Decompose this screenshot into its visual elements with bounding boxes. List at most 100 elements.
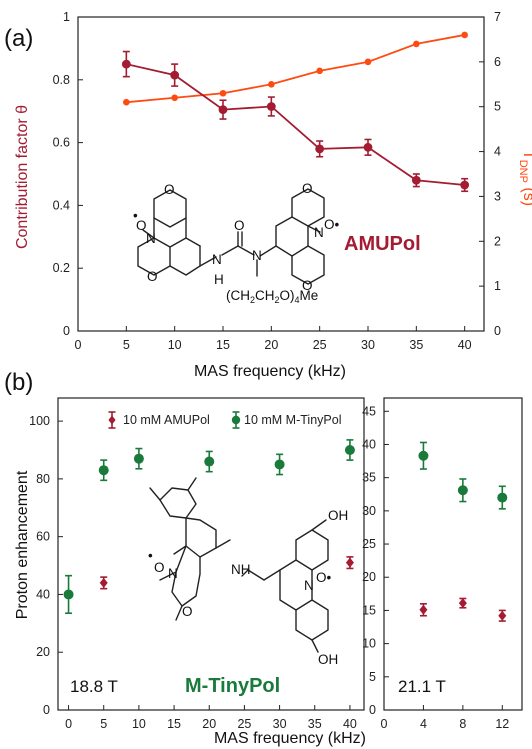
- amupol-211-point-1: [458, 598, 467, 609]
- panel-a-left-y-tick-label-0: 0: [63, 324, 70, 338]
- amupol-211-point-0: [419, 604, 428, 615]
- amupol-atom-o5: O: [302, 181, 313, 196]
- panel-b-left-y-tick-label-0: 0: [43, 703, 50, 717]
- tdnp-point-0: [123, 98, 130, 106]
- panel-a-series: [121, 31, 470, 193]
- panel-b-right-frame: [383, 397, 523, 711]
- panel-b-left-x-tick-label-1: 5: [100, 717, 107, 731]
- legend-mtinypol-marker: [231, 411, 241, 429]
- mtinypol-atom-labels: O • O N NH OH N O• OH: [148, 508, 348, 667]
- tdnp-point-5: [364, 58, 372, 66]
- panel-b-left-frame: [57, 397, 365, 711]
- panel-a-x-tick-label-7: 35: [409, 338, 423, 352]
- tdnp-point-7: [461, 31, 468, 39]
- panel-b-right-x-tick-label-1: 4: [420, 717, 427, 731]
- panel-b-left-x-tick-label-5: 25: [237, 717, 251, 731]
- legend-mtinypol-label: 10 mM M-TinyPol: [244, 413, 341, 427]
- panel-a-x-tick-label-6: 30: [361, 338, 375, 352]
- tdnp-point-4: [316, 67, 323, 75]
- panel-b-left-y-tick-label-4: 80: [36, 472, 50, 486]
- panel-a-left-y-ticks: 0 0.2 0.4 0.6 0.8 1: [53, 10, 83, 338]
- panel-b-right-series: [418, 441, 508, 622]
- panel-b-left-y-tick-label-5: 100: [29, 414, 50, 428]
- tdnp-point-6: [413, 40, 420, 48]
- mtinypol-atom-o1: O: [182, 604, 193, 619]
- mtinypol-point-2: [133, 453, 144, 464]
- contribution-point-5: [363, 142, 373, 152]
- legend-mtinypol-circle: [231, 415, 241, 425]
- amupol-atom-o1: O: [164, 182, 175, 197]
- tdnp-main: T: [520, 150, 532, 160]
- tdnp-point-1: [171, 94, 178, 102]
- amupol-atom-o4: O•: [324, 217, 340, 232]
- amupol-atom-h: H: [214, 272, 224, 287]
- panel-a-x-axis-label: MAS frequency (kHz): [194, 363, 346, 380]
- mtinypol-atom-nh: NH: [231, 562, 251, 577]
- mtinypol-atom-radical: •: [148, 548, 153, 563]
- panel-b-right-y-tick-label-3: 15: [362, 603, 376, 617]
- panel-b-left-x-tick-label-4: 20: [202, 717, 216, 731]
- panel-b-left-x-tick-label-6: 30: [273, 717, 287, 731]
- panel-a-x-tick-label-2: 10: [168, 338, 182, 352]
- panel-b-right-y-tick-label-4: 20: [362, 570, 376, 584]
- panel-a-right-y-tick-label-2: 2: [494, 234, 501, 248]
- panel-a-right-y-tick-label-4: 4: [494, 145, 501, 159]
- panel-a-left-y-tick-label-1: 0.2: [53, 261, 70, 275]
- amupol-atom-o2: O: [147, 269, 158, 284]
- amupol-structure-drawing: [137, 188, 325, 285]
- field-label-18-8: 18.8 T: [70, 677, 118, 696]
- contribution-point-0: [121, 59, 131, 69]
- mtinypol-atom-oh1: OH: [328, 508, 348, 523]
- legend-amupol-marker: [108, 411, 116, 429]
- legend-amupol-diamond: [108, 415, 116, 425]
- tdnp-subscript: DNP: [517, 160, 529, 183]
- mtinypol-atom-n2: N: [304, 578, 314, 593]
- amupol-atom-n4: N: [252, 248, 262, 263]
- amupol-atom-o7: O: [302, 278, 313, 293]
- panel-b-right-y-tick-label-5: 25: [362, 537, 376, 551]
- mtinypol-structure-drawing: [149, 477, 329, 653]
- panel-b-label: (b): [4, 369, 33, 396]
- panel-a-left-y-tick-label-4: 0.8: [53, 73, 70, 87]
- panel-a-left-axis-label: Contribution factor θ: [14, 105, 31, 249]
- panel-b-left-x-tick-label-8: 40: [343, 717, 357, 731]
- mtinypol-atom-o2: O: [154, 560, 165, 575]
- amupol-atom-n3: N: [212, 252, 222, 267]
- mtinypol-atom-oh2: OH: [318, 652, 338, 667]
- mtinypol-point-0: [63, 589, 74, 600]
- panel-a-x-ticks: 0 5 10 15 20 25 30 35 40: [75, 326, 472, 352]
- panel-b-right-x-tick-label-2: 8: [459, 717, 466, 731]
- tdnp-unit: (s): [520, 183, 532, 206]
- amupol-atom-radical: •: [133, 208, 138, 223]
- mtinypol-point-3: [204, 456, 215, 467]
- panel-b-right-x-ticks: 0 4 8 12: [381, 705, 509, 731]
- amupol-peg-label: (CH2CH2O)4Me: [226, 288, 318, 305]
- panel-b-right-y-ticks: 0 5 10 15 20 25 30 35 40 45: [362, 404, 389, 717]
- mtinypol-atom-o3: O•: [316, 570, 332, 585]
- panel-b-right-y-tick-label-8: 40: [362, 437, 376, 451]
- amupol-point-0: [99, 577, 108, 588]
- legend-amupol-label: 10 mM AMUPol: [123, 413, 210, 427]
- panel-b-right: 0 4 8 12 0 5 10 15 20 25 30 35 40 45 21.1 T: [362, 397, 523, 731]
- panel-b-y-axis-label: Proton enhancement: [14, 470, 31, 619]
- mtinypol-atom-n1: N: [168, 566, 178, 581]
- tdnp-point-3: [268, 80, 275, 88]
- panel-b-left-x-tick-label-0: 0: [65, 717, 72, 731]
- amupol-point-1: [345, 557, 354, 568]
- mtinypol-211-point-0: [418, 450, 429, 461]
- contribution-point-1: [170, 70, 180, 80]
- amupol-atom-o6: O: [234, 218, 245, 233]
- panel-b-right-y-tick-label-6: 30: [362, 504, 376, 518]
- panel-a-x-tick-label-4: 20: [264, 338, 278, 352]
- contribution-point-4: [315, 144, 325, 154]
- panel-b-left-y-tick-label-1: 20: [36, 645, 50, 659]
- panel-b-left-series: [63, 439, 355, 615]
- panel-b-left-y-tick-label-2: 40: [36, 587, 50, 601]
- contribution-point-6: [411, 175, 421, 185]
- panel-b-left-x-ticks: 0 5 10 15 20 25 30 35 40: [65, 705, 357, 731]
- panel-b-right-x-tick-label-3: 12: [495, 717, 509, 731]
- panel-b-legend: 10 mM AMUPol 10 mM M-TinyPol: [108, 411, 341, 429]
- panel-a-right-y-tick-label-5: 5: [494, 100, 501, 114]
- contribution-point-2: [218, 105, 228, 115]
